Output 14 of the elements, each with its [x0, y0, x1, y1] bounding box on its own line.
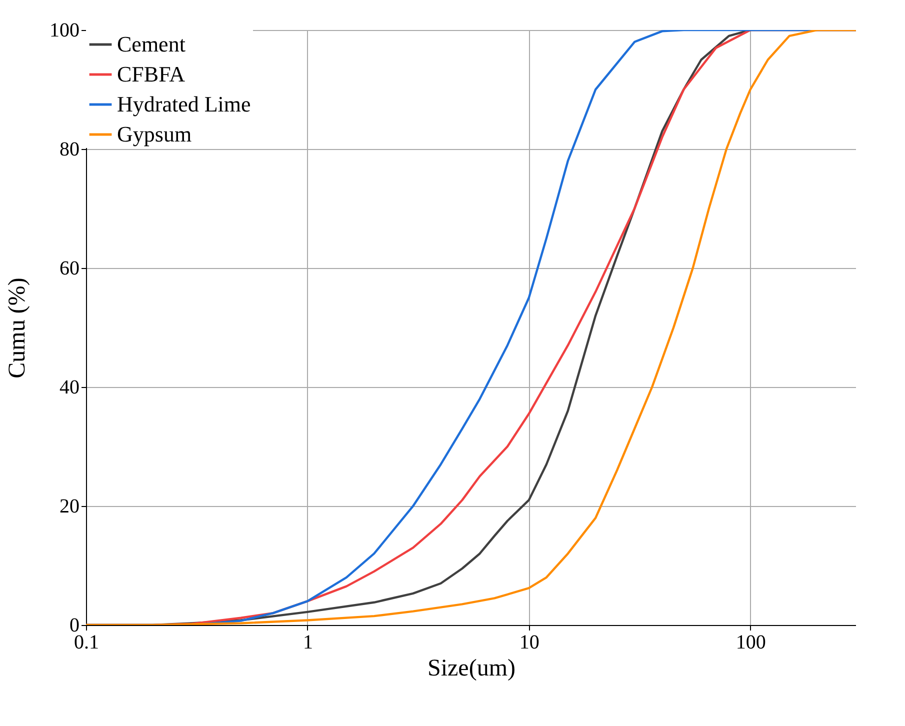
legend-label: Gypsum [117, 122, 192, 146]
legend-label: Hydrated Lime [117, 92, 251, 116]
x-axis-title: Size(um) [428, 656, 516, 682]
y-axis-title: Cumu (%) [4, 278, 30, 378]
y-tick-label: 80 [60, 138, 80, 160]
y-tick-label: 60 [60, 258, 80, 280]
y-tick-label: 20 [60, 496, 80, 518]
y-tick-label: 40 [60, 376, 80, 398]
legend-label: Cement [117, 32, 186, 56]
x-tick-label: 1 [302, 632, 313, 654]
y-tick-label: 100 [50, 20, 80, 42]
x-tick-label: 10 [519, 632, 540, 654]
x-tick-label: 100 [736, 632, 766, 654]
legend-label: CFBFA [117, 62, 186, 86]
